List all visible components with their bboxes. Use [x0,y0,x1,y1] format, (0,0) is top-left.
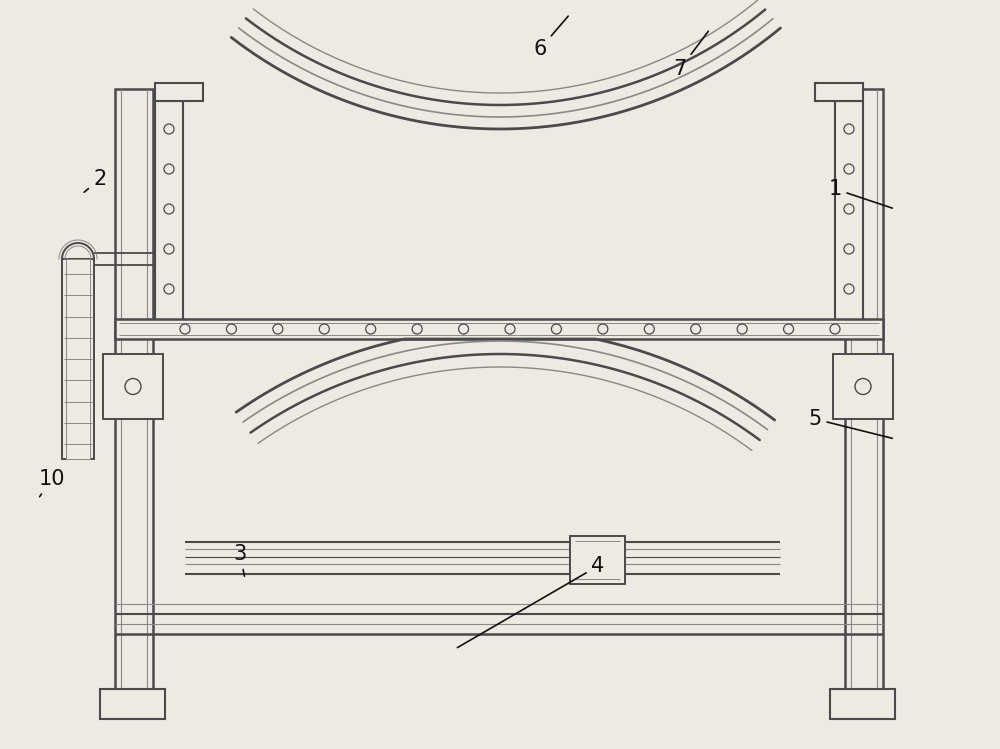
Text: 4: 4 [457,556,605,648]
Bar [845,89,883,689]
Bar [155,101,183,339]
Circle shape [844,204,854,214]
Bar [835,101,863,339]
Bar [830,689,895,719]
Bar [115,89,153,689]
Text: 5: 5 [808,409,892,438]
Circle shape [459,324,469,334]
Circle shape [164,284,174,294]
Bar [833,354,893,419]
Circle shape [273,324,283,334]
Circle shape [844,124,854,134]
Bar [155,83,203,101]
Circle shape [784,324,794,334]
Circle shape [412,324,422,334]
Circle shape [125,378,141,395]
Circle shape [164,124,174,134]
Circle shape [164,204,174,214]
Circle shape [844,284,854,294]
Circle shape [226,324,236,334]
Circle shape [855,378,871,395]
Circle shape [551,324,561,334]
Circle shape [319,324,329,334]
Bar [100,689,165,719]
Text: 7: 7 [673,31,708,79]
Circle shape [164,244,174,254]
Text: 6: 6 [533,16,568,59]
Circle shape [844,244,854,254]
Bar [62,259,94,459]
Text: 3: 3 [233,544,247,576]
Circle shape [180,324,190,334]
Bar [815,83,863,101]
Bar [103,354,163,419]
Circle shape [830,324,840,334]
Circle shape [737,324,747,334]
Text: 2: 2 [84,169,107,192]
Circle shape [505,324,515,334]
Circle shape [164,164,174,174]
Bar [115,319,883,339]
Bar [66,259,90,459]
Circle shape [844,164,854,174]
Bar [570,536,625,584]
Text: 1: 1 [828,179,892,208]
Text: 10: 10 [39,469,65,497]
Circle shape [644,324,654,334]
Circle shape [598,324,608,334]
Circle shape [366,324,376,334]
Circle shape [691,324,701,334]
